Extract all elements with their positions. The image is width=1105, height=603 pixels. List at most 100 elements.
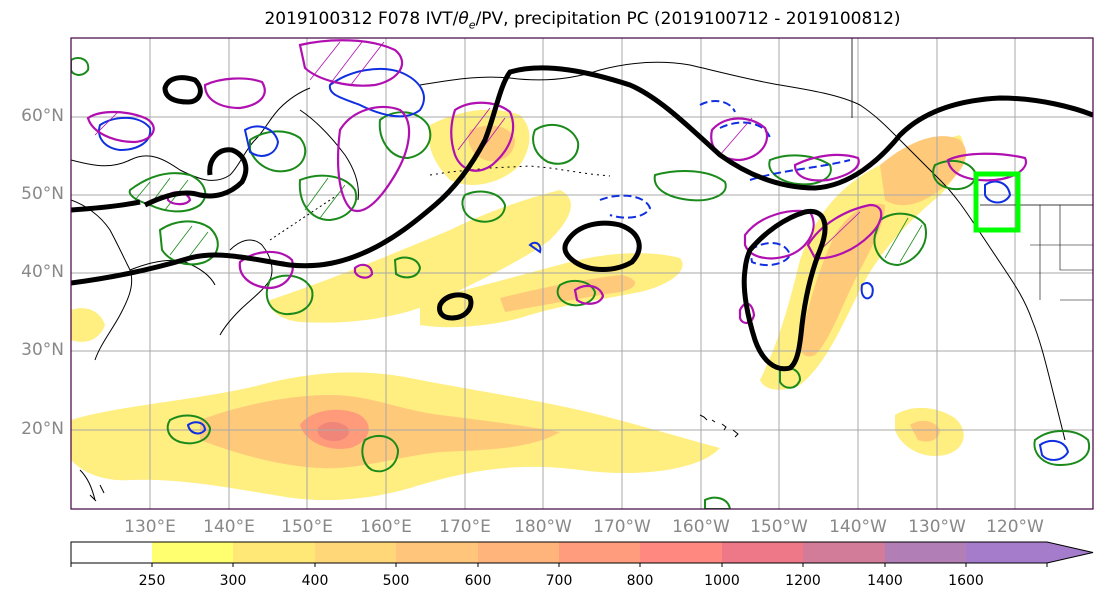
hatch-line xyxy=(134,181,151,201)
precip-contour-18 xyxy=(932,159,977,191)
coastline-alaska xyxy=(419,61,896,136)
precip-contour-20 xyxy=(393,256,422,279)
magenta-contour-13 xyxy=(353,263,374,279)
colorbar-label-400: 400 xyxy=(301,573,329,589)
hawaii-islands xyxy=(699,414,739,438)
blue-contour-6 xyxy=(749,159,851,181)
lon-label-130e: 130°E xyxy=(124,517,176,537)
coastline-aleutians xyxy=(429,165,611,177)
lat-label-40n: 40°N xyxy=(21,262,64,282)
ivt-east-tropical-inner xyxy=(910,420,940,442)
hatch-line xyxy=(304,177,329,211)
colorbar-segment-1 xyxy=(152,542,233,563)
blue-contour-9 xyxy=(1038,439,1070,461)
blue-contour-7 xyxy=(748,242,792,267)
magenta-hatching xyxy=(94,41,861,256)
colorbar-label-250: 250 xyxy=(138,573,166,589)
precip-contour-8 xyxy=(532,123,580,165)
colorbar-segment-8 xyxy=(722,542,803,563)
colorbar-extend-arrow xyxy=(1047,542,1093,563)
hatch-line xyxy=(169,225,193,256)
precip-contour-14 xyxy=(1033,430,1091,467)
colorbar-segment-6 xyxy=(559,542,640,563)
magenta-contour-3 xyxy=(298,39,404,87)
map-content xyxy=(71,38,1093,509)
precip-contour-7 xyxy=(461,190,507,223)
colorbar-label-1200: 1200 xyxy=(785,573,821,589)
lon-label-140e: 140°E xyxy=(203,517,255,537)
blue-contour-10 xyxy=(860,282,874,300)
jet-contour-trough xyxy=(741,208,828,372)
ivt-tropical-peak xyxy=(317,422,349,442)
hatch-line xyxy=(309,41,341,81)
precip-contour-11 xyxy=(873,212,927,267)
hatch-line xyxy=(899,224,923,263)
ivt-mid-band-inner xyxy=(500,275,635,312)
precip-contour-4 xyxy=(298,174,358,222)
magenta-contour-9 xyxy=(743,209,815,260)
lon-label-160e: 160°E xyxy=(360,517,412,537)
precip-contour-9 xyxy=(653,170,727,202)
blue-contour-2 xyxy=(328,67,425,118)
colorbar-segment-11 xyxy=(966,542,1047,563)
magenta-contour-2 xyxy=(86,110,155,144)
title-theta: θ xyxy=(458,9,469,29)
colorbar-ticks xyxy=(70,563,1048,567)
jet-contour-main xyxy=(71,65,1093,286)
ivt-west-small xyxy=(71,308,105,342)
blue-contour-11 xyxy=(186,421,207,435)
blue-contours xyxy=(98,67,1070,461)
hatch-line xyxy=(94,111,119,136)
lon-label-140w: 140°W xyxy=(829,517,887,537)
colorbar-label-1600: 1600 xyxy=(948,573,984,589)
magenta-contour-10 xyxy=(806,203,883,260)
colorbar-label-600: 600 xyxy=(464,573,492,589)
lon-label-160w: 160°W xyxy=(672,517,730,537)
colorbar-segment-10 xyxy=(885,542,966,563)
colorbar-segment-0 xyxy=(71,542,152,563)
colorbar-outline xyxy=(70,541,1094,564)
hatch-line xyxy=(329,41,363,85)
coastline-kuril xyxy=(269,189,346,241)
black-contours xyxy=(71,65,1093,372)
colorbar-segment-7 xyxy=(640,542,722,563)
lon-label-170w: 170°W xyxy=(593,517,651,537)
target-region-box xyxy=(973,171,1021,233)
states-grid xyxy=(1030,205,1093,301)
precip-contours xyxy=(71,57,1091,509)
colorbar-label-500: 500 xyxy=(382,573,410,589)
precip-contour-16 xyxy=(704,496,732,509)
colorbar xyxy=(70,541,1094,567)
magenta-contour-1 xyxy=(203,77,266,110)
precip-contour-13 xyxy=(361,434,400,473)
ivt-shading xyxy=(71,109,967,501)
blue-contour-1 xyxy=(98,116,152,152)
lon-label-120w: 120°W xyxy=(986,517,1044,537)
colorbar-segment-9 xyxy=(803,542,885,563)
precip-contour-3 xyxy=(249,130,307,173)
lon-label-170e: 170°E xyxy=(439,517,491,537)
precip-contour-10 xyxy=(768,154,832,186)
lon-label-130w: 130°W xyxy=(908,517,966,537)
title-prefix: 2019100312 F078 IVT/ xyxy=(264,9,459,29)
colorbar-label-1000: 1000 xyxy=(704,573,740,589)
precip-contour-17 xyxy=(71,57,90,76)
jet-contour-cutoff-1 xyxy=(562,220,642,272)
colorbar-segment-5 xyxy=(478,542,559,563)
ivt-tropical-band-inner xyxy=(200,395,560,469)
colorbar-segment-2 xyxy=(233,542,315,563)
hatch-line xyxy=(457,107,491,151)
precip-contour-12 xyxy=(166,414,212,445)
jet-contour-top xyxy=(162,75,203,105)
blue-contour-3 xyxy=(243,125,280,157)
colorbar-segment-3 xyxy=(315,542,396,563)
chart-title: 2019100312 F078 IVT/θe/PV, precipitation… xyxy=(0,9,1105,31)
lat-label-20n: 20°N xyxy=(21,419,64,439)
jet-contour-cutoff-2 xyxy=(437,292,474,321)
magenta-contour-8 xyxy=(793,153,860,182)
hatch-line xyxy=(349,41,385,87)
colorbar-segment-4 xyxy=(396,542,478,563)
lat-label-60n: 60°N xyxy=(21,106,64,126)
philippines xyxy=(79,469,105,502)
jet-contour-west xyxy=(71,147,249,213)
